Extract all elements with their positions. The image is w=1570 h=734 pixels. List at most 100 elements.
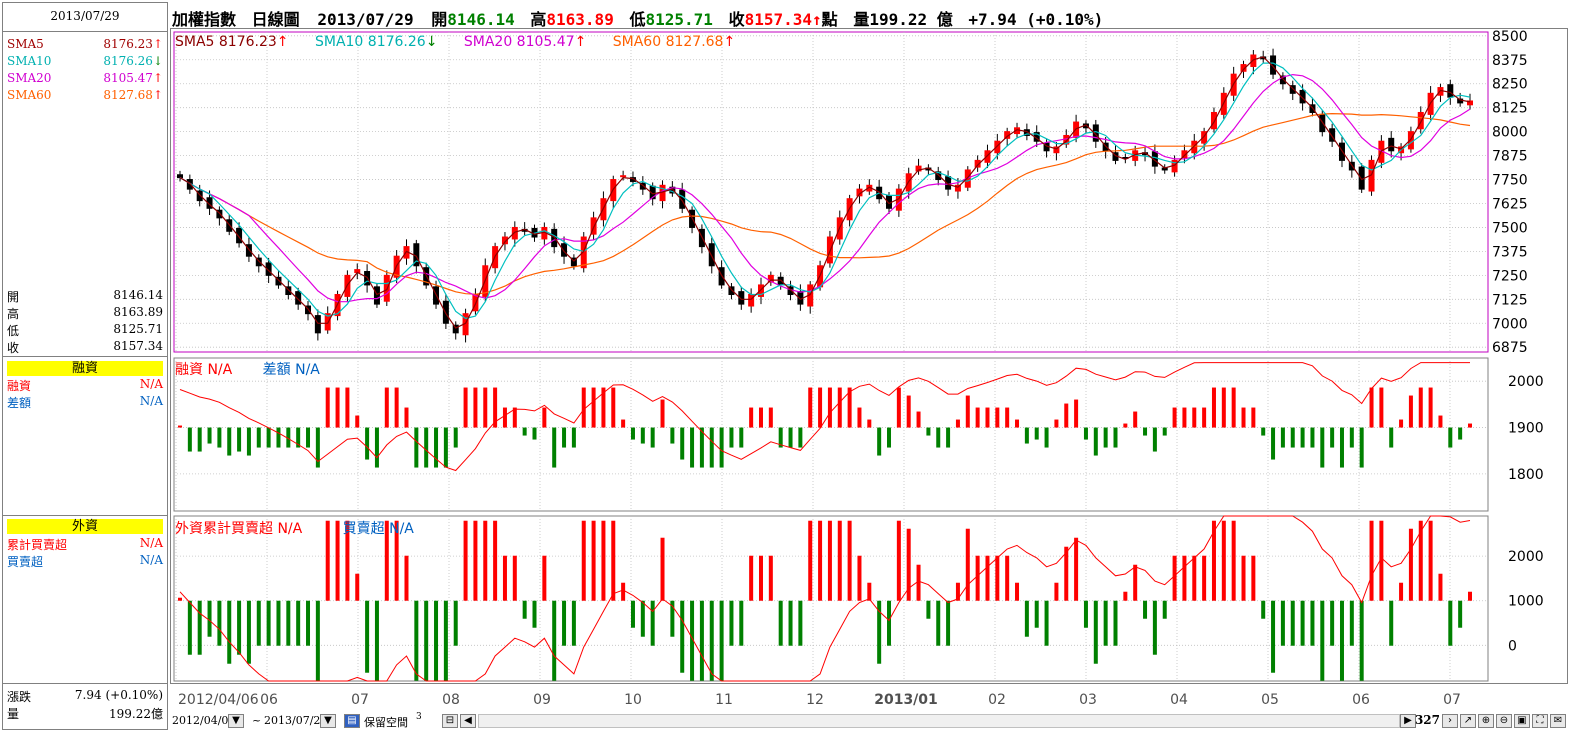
margin-bar [1103, 427, 1108, 448]
candle-body [748, 294, 755, 307]
start-date-dropdown-icon[interactable]: ▼ [228, 714, 244, 728]
x-tick-label: 2013/01 [874, 692, 938, 708]
margin-bar [1005, 407, 1010, 428]
foreign-bar [1300, 600, 1305, 646]
candle-body [1299, 89, 1306, 104]
foreign-bar [1359, 600, 1364, 681]
margin-bar [975, 407, 980, 428]
foreign-bar [1438, 573, 1443, 601]
scroll-right-icon[interactable]: ▶ [1400, 714, 1416, 728]
margin-bar [768, 407, 773, 428]
sma-row: SMA10 8176.26↓ [7, 54, 163, 68]
foreign-bar [729, 600, 734, 646]
chart-tool-icon[interactable]: ↗ [1460, 714, 1476, 728]
margin-bar [414, 427, 419, 468]
margin-bar [512, 407, 517, 428]
margin-bar [729, 427, 734, 448]
scroll-left-icon[interactable]: ◀ [460, 714, 476, 728]
foreign-bar [709, 600, 714, 681]
foreign-bar [1015, 582, 1020, 601]
foreign-bar [758, 555, 763, 601]
margin-bar [335, 387, 340, 428]
margin-bar [227, 427, 232, 456]
y-tick-label: 2000 [1508, 374, 1544, 390]
margin-bar [562, 427, 567, 448]
y-tick-label: 8375 [1492, 53, 1528, 69]
legend-sma60: SMA60 8127.68 [612, 34, 724, 50]
start-date[interactable]: 2012/04/06 [172, 714, 236, 727]
foreign-bar [1448, 600, 1453, 646]
foreign-bar [690, 600, 695, 681]
foreign-bar [355, 573, 360, 601]
candle-body [708, 243, 715, 267]
foreign-bar [640, 600, 645, 637]
margin-bar [827, 387, 832, 428]
candle-body [679, 189, 686, 209]
margin-panel-title: 融資 [7, 361, 163, 376]
margin-bar [374, 427, 379, 468]
foreign-bar [778, 600, 783, 646]
foreign-bar [345, 520, 350, 601]
up-arrow-icon: ↑ [276, 34, 289, 50]
fullscreen-icon[interactable]: ⛶ [1532, 714, 1548, 728]
margin-bar [542, 407, 547, 428]
margin-bar [690, 427, 695, 468]
y-tick-label: 8500 [1492, 29, 1528, 45]
candle-body [1053, 146, 1060, 154]
margin-bar [1231, 387, 1236, 428]
margin-bar [434, 427, 439, 468]
x-tick-label: 05 [1261, 692, 1279, 708]
margin-bar [552, 427, 557, 468]
foreign-bar [857, 555, 862, 601]
y-tick-label: 7625 [1492, 196, 1528, 212]
candle-body [275, 276, 282, 286]
margin-bar [1251, 407, 1256, 428]
margin-row: 差額 N/A [7, 394, 163, 410]
candle-body [1279, 75, 1286, 85]
count-right-icon[interactable]: › [1442, 714, 1458, 728]
margin-frame [173, 357, 1489, 512]
margin-bar [946, 427, 951, 448]
foreign-bar [197, 600, 202, 655]
candle-body [1388, 137, 1395, 152]
foreign-bar [207, 600, 212, 637]
candle-body [915, 165, 922, 172]
foreign-bar [621, 582, 626, 601]
settings-icon[interactable]: ▤ [344, 714, 360, 728]
y-tick-label: 1900 [1508, 421, 1544, 437]
zoom-out-icon[interactable]: ⊖ [1496, 714, 1512, 728]
divider [3, 683, 167, 684]
margin-bar [365, 427, 370, 460]
end-date[interactable]: 2013/07/29 [264, 714, 328, 727]
margin-bar [1428, 387, 1433, 428]
y-tick-label: 7250 [1492, 268, 1528, 284]
horizontal-scrollbar[interactable] [478, 714, 1400, 728]
high-value: 8163.89 [546, 10, 614, 29]
candle-body [265, 262, 272, 276]
margin-bar [680, 427, 685, 460]
foreign-bar [906, 528, 911, 601]
foreign-bar [1458, 600, 1463, 628]
print-icon[interactable]: ✉ [1550, 714, 1566, 728]
foreign-bar [1074, 537, 1079, 601]
margin-bar [1221, 387, 1226, 428]
x-tick-label: 06 [1352, 692, 1370, 708]
zoom-icon[interactable]: ⊟ [442, 714, 458, 728]
margin-bar [887, 427, 892, 448]
margin-bar [1330, 427, 1335, 448]
price-frame [173, 31, 1489, 353]
margin-bar [739, 427, 744, 448]
fit-icon[interactable]: ▣ [1514, 714, 1530, 728]
end-date-dropdown-icon[interactable]: ▼ [320, 714, 336, 728]
period-label: 日線圖 [251, 10, 300, 29]
candle-body [570, 257, 577, 267]
zoom-in-icon[interactable]: ⊕ [1478, 714, 1494, 728]
margin-bar [197, 427, 202, 452]
foreign-bar [1418, 520, 1423, 601]
foreign-bar [788, 600, 793, 646]
bar-count[interactable]: 327 [1414, 713, 1440, 727]
foreign-bar [404, 555, 409, 601]
margin-bar [906, 395, 911, 428]
margin-legend: 融資 N/A 差額 N/A [175, 359, 320, 379]
